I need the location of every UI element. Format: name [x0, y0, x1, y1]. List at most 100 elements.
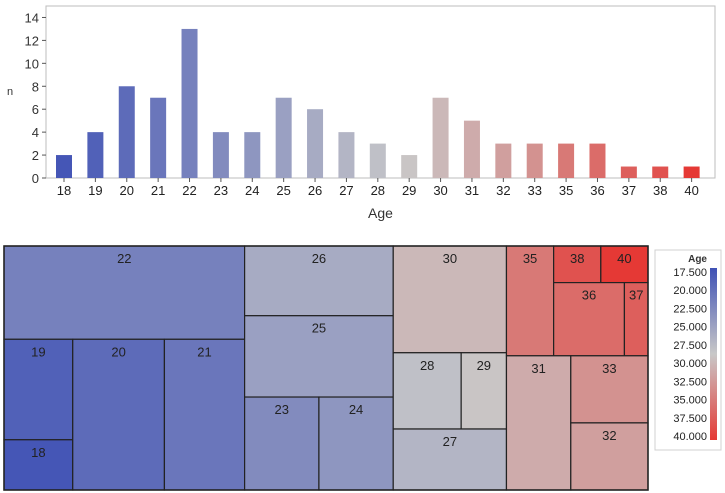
bar-age-27 [338, 132, 355, 178]
bar-age-40 [683, 166, 700, 178]
x-tick-label: 18 [57, 183, 71, 198]
x-tick-label: 36 [590, 183, 604, 198]
bar-age-21 [150, 97, 167, 178]
legend-label: 27.500 [673, 340, 707, 352]
treemap-cell-30 [392, 245, 508, 354]
bar-age-37 [620, 166, 637, 178]
x-axis-label: Age [368, 205, 393, 221]
treemap-cell-label: 31 [531, 361, 545, 376]
x-tick-label: 22 [182, 183, 196, 198]
x-tick-label: 31 [465, 183, 479, 198]
x-tick-label: 19 [88, 183, 102, 198]
legend-label: 17.500 [673, 267, 707, 279]
treemap-cell-28 [392, 352, 462, 430]
y-tick-label: 2 [32, 148, 39, 163]
treemap-cell-label: 33 [602, 361, 616, 376]
bar-age-28 [369, 143, 386, 178]
treemap-cell-25 [244, 315, 394, 398]
x-tick-label: 35 [559, 183, 573, 198]
treemap-cell-33 [570, 355, 649, 424]
treemap-cell-label: 23 [275, 402, 289, 417]
treemap-cell-27 [392, 428, 508, 491]
treemap-cell-36 [553, 281, 626, 357]
x-tick-label: 21 [151, 183, 165, 198]
treemap-cell-23 [244, 396, 320, 491]
legend-color-ramp [710, 268, 717, 440]
bar-age-36 [589, 143, 606, 178]
bar-age-35 [558, 143, 575, 178]
bar-age-23 [212, 132, 229, 178]
x-tick-label: 20 [120, 183, 134, 198]
y-tick-label: 10 [25, 56, 39, 71]
bar-age-18 [56, 155, 72, 178]
legend-label: 30.000 [673, 358, 707, 370]
treemap-cell-label: 29 [477, 358, 491, 373]
treemap-border [3, 245, 649, 491]
legend-label: 35.000 [673, 395, 707, 407]
treemap-cell-label: 21 [197, 344, 211, 359]
treemap-cell-label: 35 [523, 251, 537, 266]
y-tick-label: 4 [32, 125, 39, 140]
legend-label: 37.500 [673, 413, 707, 425]
bar-age-25 [275, 97, 292, 178]
x-tick-label: 40 [684, 183, 698, 198]
bar-age-22 [181, 28, 198, 178]
bar-age-31 [463, 120, 480, 178]
treemap-cell-label: 30 [443, 251, 457, 266]
x-tick-label: 38 [653, 183, 667, 198]
treemap-cell-label: 32 [602, 428, 616, 443]
treemap-cell-label: 18 [31, 445, 45, 460]
bar-age-38 [652, 166, 669, 178]
y-axis-label: n [7, 86, 13, 98]
bar-age-26 [307, 109, 324, 178]
bar-age-33 [526, 143, 543, 178]
x-tick-label: 29 [402, 183, 416, 198]
x-tick-label: 26 [308, 183, 322, 198]
treemap-cell-label: 24 [349, 402, 363, 417]
treemap-cell-label: 40 [617, 251, 631, 266]
x-tick-label: 24 [245, 183, 259, 198]
x-tick-label: 28 [371, 183, 385, 198]
bar-age-32 [495, 143, 512, 178]
bar-age-29 [401, 155, 418, 178]
treemap-cell-label: 38 [570, 251, 584, 266]
y-tick-label: 6 [32, 102, 39, 117]
x-tick-label: 30 [433, 183, 447, 198]
treemap-cell-29 [460, 352, 508, 430]
treemap-cell-label: 20 [111, 344, 125, 359]
y-tick-label: 14 [25, 10, 39, 25]
y-tick-label: 12 [25, 33, 39, 48]
x-tick-label: 37 [622, 183, 636, 198]
legend-label: 40.000 [673, 431, 707, 443]
treemap-cell-label: 27 [443, 434, 457, 449]
treemap-cell-24 [318, 396, 394, 491]
treemap-cell-label: 28 [420, 358, 434, 373]
x-tick-label: 25 [276, 183, 290, 198]
treemap-cell-20 [72, 338, 166, 491]
bar-age-19 [87, 132, 104, 178]
legend-label: 20.000 [673, 285, 707, 297]
y-tick-label: 8 [32, 79, 39, 94]
x-tick-label: 32 [496, 183, 510, 198]
treemap-cell-32 [570, 422, 649, 491]
legend-label: 25.000 [673, 322, 707, 334]
x-tick-label: 33 [527, 183, 541, 198]
legend-title: Age [688, 254, 707, 265]
y-tick-label: 0 [32, 171, 39, 186]
treemap-cell-label: 37 [629, 288, 643, 303]
x-tick-label: 27 [339, 183, 353, 198]
bar-age-24 [244, 132, 261, 178]
treemap-chart: 22 19 18 20 21 26 25 23 24 30 28 29 27 35 38 40 36 37 31 33… [3, 245, 722, 491]
x-tick-label: 23 [214, 183, 228, 198]
treemap-cell-label: 36 [582, 288, 596, 303]
treemap-cell-21 [163, 338, 246, 491]
treemap-cell-35 [505, 245, 555, 357]
legend-label: 32.500 [673, 376, 707, 388]
treemap-cell-label: 25 [312, 321, 326, 336]
treemap-cell-label: 26 [312, 251, 326, 266]
legend-label: 22.500 [673, 303, 707, 315]
treemap-cell-label: 22 [117, 251, 131, 266]
treemap-cell-label: 19 [31, 344, 45, 359]
bar-age-30 [432, 97, 449, 178]
